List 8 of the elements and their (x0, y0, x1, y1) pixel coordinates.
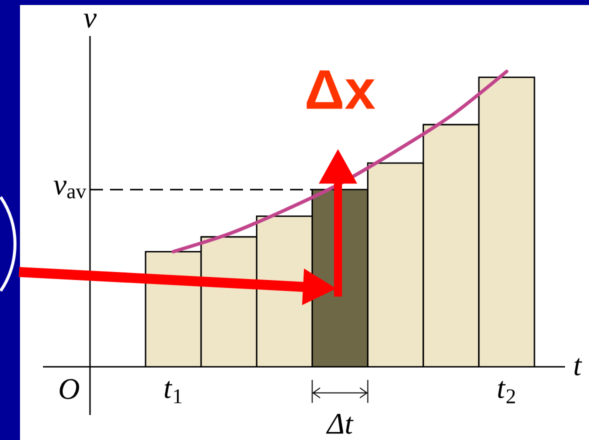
x-tick-label: t$_{2}$ (498, 381, 515, 404)
text: O (60, 379, 80, 400)
y-axis-title: v (84, 14, 97, 28)
annotation: Δx (306, 70, 376, 109)
x-axis-title: t (574, 358, 582, 376)
text: Δt (326, 414, 354, 434)
x-tick-label: t$_{1}$ (164, 381, 182, 404)
ref-line-label: v$_{av}$ (54, 180, 86, 198)
